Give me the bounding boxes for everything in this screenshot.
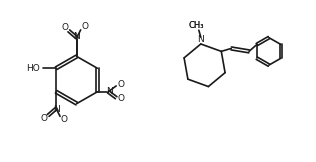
Text: O: O xyxy=(118,94,125,103)
Text: HO: HO xyxy=(27,64,40,73)
Text: N: N xyxy=(106,87,112,96)
Text: CH₃: CH₃ xyxy=(188,21,204,30)
Text: O: O xyxy=(61,23,68,32)
Text: O: O xyxy=(118,80,125,89)
Text: N: N xyxy=(73,32,80,41)
Text: O: O xyxy=(81,23,88,31)
Text: O: O xyxy=(41,114,48,123)
Text: N: N xyxy=(198,35,204,44)
Text: O: O xyxy=(61,115,68,124)
Text: CH₃: CH₃ xyxy=(188,21,204,30)
Text: N: N xyxy=(53,105,59,114)
